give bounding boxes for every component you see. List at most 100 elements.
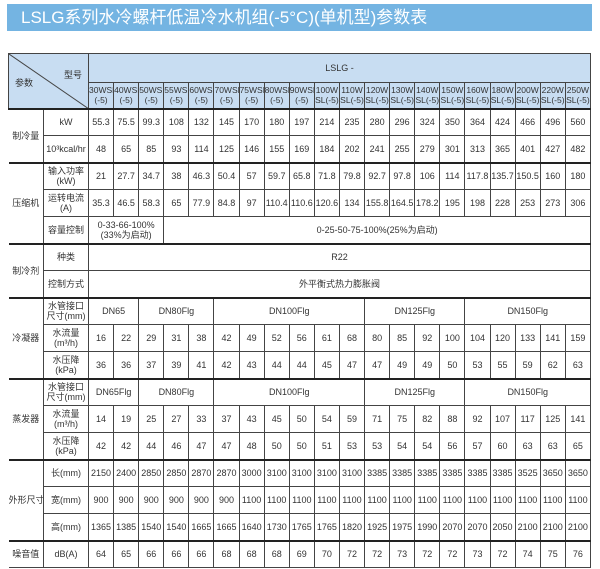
value-cell: 59 <box>338 405 366 433</box>
value-cell: 164.5 <box>389 189 416 217</box>
span-cell: DN80Flg <box>138 296 215 325</box>
value-cell: 58.3 <box>138 189 165 217</box>
value-cell: 42 <box>87 432 115 460</box>
value-cell: 73 <box>464 539 491 568</box>
value-cell: 54 <box>414 432 441 460</box>
value-cell: 427 <box>539 135 566 163</box>
model-suffix: SL(-5) <box>540 95 565 106</box>
value-cell: 2850 <box>138 458 165 487</box>
value-cell: 324 <box>414 107 441 136</box>
model-suffix: SL(-5) <box>340 95 364 106</box>
model-name: 180W <box>491 85 514 96</box>
value-cell: 36 <box>113 351 140 379</box>
table-row: 制冷量 kW 55.3 75.5 99.3 108 132 145 170 180 197 214 23… <box>8 107 592 163</box>
model-name: 160W <box>466 85 489 96</box>
value-cell: 132 <box>188 107 215 136</box>
table-row: 水流量(m³/h) 16 22 29 31 38 42 49 52 56 61 68 80 85 92 100… <box>9 324 592 352</box>
value-cell: 84.8 <box>213 189 240 217</box>
value-cell: 36 <box>87 351 115 379</box>
value-cell: 1540 <box>163 513 190 541</box>
value-cell: 2100 <box>539 513 566 541</box>
table-row: 宽(mm) 900 900 900 900 900 900 1100 1100 1100 1100 1… <box>9 486 592 514</box>
model-suffix: SL(-5) <box>490 95 515 106</box>
value-cell: 146 <box>238 135 265 163</box>
model-cell: 130W SL(-5) <box>389 82 416 109</box>
value-cell: 1385 <box>113 513 140 541</box>
value-cell: 3000 <box>238 458 265 487</box>
value-cell: 117 <box>514 405 541 433</box>
value-cell: 45 <box>263 405 290 433</box>
value-cell: 63 <box>564 351 592 379</box>
table-row: 冷凝器 水管接口尺寸(mm) DN65 DN80Flg DN100Flg DN125Flg… <box>8 296 592 379</box>
value-cell: 43 <box>238 405 265 433</box>
value-cell: 104 <box>464 324 491 352</box>
value-cell: 3385 <box>464 458 491 487</box>
value-cell: 66 <box>188 539 215 568</box>
value-cell: 1100 <box>489 486 516 514</box>
value-cell: 97 <box>238 189 265 217</box>
value-cell: 114 <box>188 135 215 163</box>
value-cell: 66 <box>138 539 165 568</box>
value-cell: 228 <box>489 189 516 217</box>
table-row: 压缩机 输入功率(kW) 21 27.7 34.7 38 46.3 50.4 57 59.7 65.… <box>8 161 592 244</box>
value-cell: 1640 <box>238 513 265 541</box>
value-cell: 2870 <box>213 458 240 487</box>
header-corner-cell: 参数 型号 <box>8 53 89 109</box>
model-suffix: (-5) <box>270 95 284 106</box>
value-cell: 62 <box>539 351 566 379</box>
value-cell: 1100 <box>414 486 441 514</box>
value-cell: 59 <box>514 351 541 379</box>
diagonal-divider <box>9 54 88 108</box>
value-cell: 1765 <box>313 513 340 541</box>
value-cell: 306 <box>564 189 592 217</box>
span-cell: DN65Flg <box>87 377 140 406</box>
value-cell: 45 <box>313 351 340 379</box>
value-cell: 3100 <box>338 458 366 487</box>
span-cell: 0-33-66-100%(33%为启动) <box>87 216 165 244</box>
value-cell: 3650 <box>539 458 566 487</box>
span-cell: DN125Flg <box>364 296 466 325</box>
model-suffix: (-5) <box>169 95 183 106</box>
model-suffix: SL(-5) <box>566 95 590 106</box>
model-name: 120W <box>365 85 389 96</box>
value-cell: 296 <box>389 107 416 136</box>
value-cell: 53 <box>464 351 491 379</box>
page-title: LSLG系列水冷螺杆低温冷水机组(-5°C)(单机型)参数表 <box>7 4 592 31</box>
value-cell: 3385 <box>364 458 391 487</box>
value-cell: 88 <box>439 405 466 433</box>
value-cell: 273 <box>539 189 566 217</box>
row-label: 容量控制 <box>43 216 89 244</box>
model-suffix: (-5) <box>94 95 108 106</box>
value-cell: 159 <box>564 324 592 352</box>
value-cell: 214 <box>313 107 340 136</box>
value-cell: 1975 <box>389 513 416 541</box>
model-suffix: SL(-5) <box>465 95 490 106</box>
model-cell: 150W SL(-5) <box>439 82 466 109</box>
model-cell: 160W SL(-5) <box>464 82 491 109</box>
value-cell: 97.8 <box>389 161 416 190</box>
value-cell: 1100 <box>238 486 265 514</box>
value-cell: 108 <box>163 107 190 136</box>
value-cell: 65.8 <box>288 161 315 190</box>
value-cell: 1100 <box>338 486 366 514</box>
model-name: 250W <box>566 85 589 96</box>
table-row: 运转电流(A) 35.3 46.5 58.3 65 77.9 84.8 97 110.4 110.… <box>9 189 592 217</box>
value-cell: 50 <box>288 405 315 433</box>
value-cell: 71 <box>364 405 391 433</box>
value-cell: 49 <box>238 324 265 352</box>
model-cell: 200W SL(-5) <box>514 82 541 109</box>
value-cell: 92 <box>464 405 491 433</box>
value-cell: 65 <box>163 189 190 217</box>
value-cell: 1665 <box>213 513 240 541</box>
row-label: kW <box>43 107 89 136</box>
value-cell: 59.7 <box>263 161 290 190</box>
value-cell: 63 <box>514 432 541 460</box>
value-cell: 38 <box>163 161 190 190</box>
model-name: 100W <box>315 85 338 96</box>
value-cell: 44 <box>138 432 165 460</box>
value-cell: 3385 <box>414 458 441 487</box>
